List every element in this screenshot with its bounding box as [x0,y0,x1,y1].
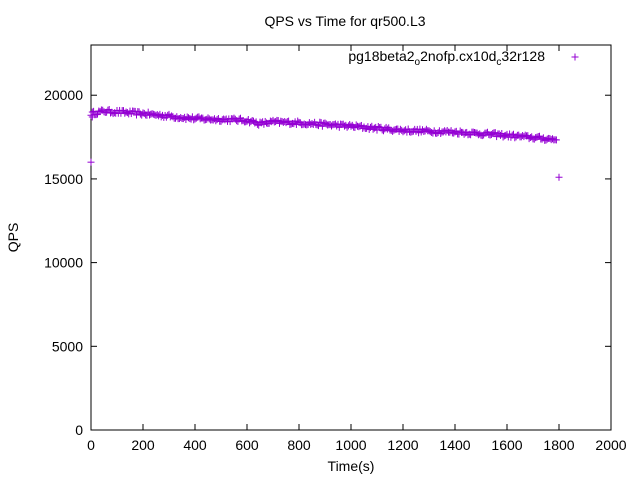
y-tick-label: 0 [75,422,83,438]
y-tick-label: 5000 [52,338,83,354]
x-tick-label: 1600 [491,437,522,453]
x-axis-label: Time(s) [328,458,375,474]
x-tick: 1200 [387,45,419,453]
x-tick-label: 800 [287,437,311,453]
data-point [552,136,560,144]
x-tick: 2000 [595,45,627,453]
data-point [87,111,95,119]
y-tick: 5000 [52,338,611,354]
data-point [88,113,96,121]
x-tick: 1600 [491,45,523,453]
x-tick: 800 [287,45,311,453]
y-tick-label: 10000 [44,255,83,271]
data-point [555,173,563,181]
x-tick-label: 0 [87,437,95,453]
y-tick: 15000 [44,171,611,187]
x-tick-label: 200 [131,437,155,453]
y-tick: 20000 [44,87,611,103]
y-tick: 0 [75,422,611,438]
x-tick: 1800 [543,45,575,453]
x-tick: 200 [131,45,155,453]
chart-title: QPS vs Time for qr500.L3 [264,13,425,29]
series-points [87,106,563,181]
x-tick-label: 1800 [543,437,574,453]
x-tick-label: 2000 [595,437,626,453]
y-tick: 10000 [44,255,611,271]
y-tick-label: 20000 [44,87,83,103]
x-tick: 0 [87,45,95,453]
x-tick-label: 1400 [439,437,470,453]
x-tick-label: 600 [235,437,259,453]
x-axis: 0 200 400 600 800 1000 1200 1400 1600 1800 2000 [87,45,627,453]
y-axis: 0 5000 10000 15000 20000 [44,87,611,438]
x-tick-label: 1200 [387,437,418,453]
x-tick: 1400 [439,45,471,453]
y-axis-label: QPS [5,223,21,253]
x-tick: 400 [183,45,207,453]
data-point [87,158,95,166]
plot-border [90,44,612,431]
x-tick-label: 400 [183,437,207,453]
x-tick-label: 1000 [335,437,366,453]
y-tick-label: 15000 [44,171,83,187]
legend-marker [571,53,579,61]
x-tick: 600 [235,45,259,453]
legend: pg18beta2o2nofp.cx10dc32r128 [348,48,579,68]
legend-label: pg18beta2o2nofp.cx10dc32r128 [348,48,545,68]
x-tick: 1000 [335,45,367,453]
